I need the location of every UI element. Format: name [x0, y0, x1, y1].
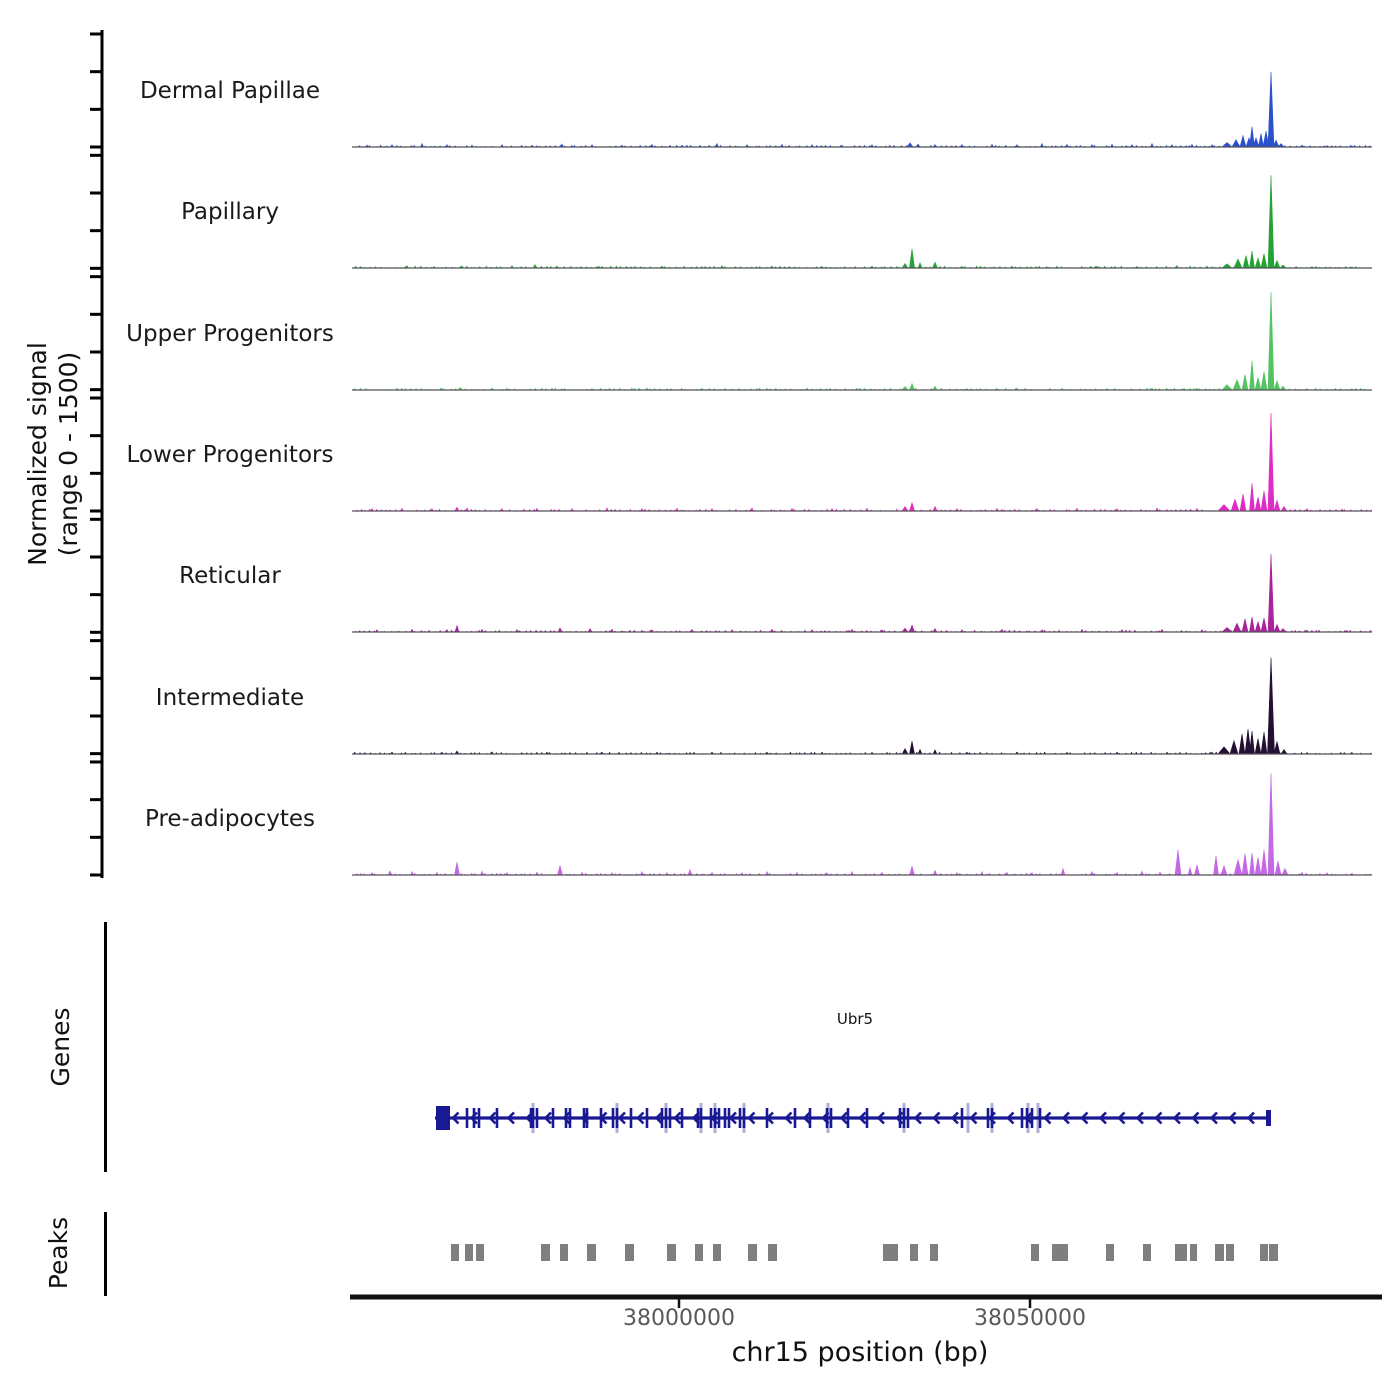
signal-y-axis [90, 30, 104, 878]
peak-block [1226, 1244, 1234, 1261]
peak-block [1175, 1244, 1187, 1261]
genes-axis-line [104, 922, 107, 1172]
peak-block [1031, 1244, 1039, 1261]
peak-block [1260, 1244, 1268, 1261]
signal-track-reticular [352, 554, 1372, 633]
peaks-section-label: Peaks [44, 1216, 73, 1290]
gene-name-label: Ubr5 [836, 1010, 874, 1028]
peaks-track [451, 1244, 1278, 1261]
peak-block [465, 1244, 473, 1261]
peak-block [891, 1244, 898, 1261]
peak-block [476, 1244, 484, 1261]
peak-block [713, 1244, 721, 1261]
peaks-axis-line [104, 1212, 107, 1296]
y-axis-label: Normalized signal (range 0 - 1500) [22, 244, 86, 664]
peak-block [1190, 1244, 1197, 1261]
peak-block [560, 1244, 568, 1261]
signal-track-papillary [352, 175, 1372, 269]
signal-track-lower-progenitors [352, 413, 1372, 512]
x-tick-label-38000000: 38000000 [623, 1306, 735, 1331]
peak-block [883, 1244, 891, 1261]
signal-track-intermediate [352, 657, 1372, 755]
peak-block [1215, 1244, 1224, 1261]
signal-track-pre-adipocytes [352, 773, 1372, 876]
gene-model-ubr5 [435, 1103, 1271, 1133]
x-tick-label-38050000: 38050000 [974, 1306, 1086, 1331]
track-label-upper-progenitors: Upper Progenitors [126, 320, 334, 347]
peak-block [1269, 1244, 1278, 1261]
signal-track-upper-progenitors [352, 291, 1372, 391]
peak-block [768, 1244, 777, 1261]
genes-section-label: Genes [46, 1007, 75, 1087]
track-label-reticular: Reticular [179, 563, 281, 590]
x-axis [350, 1294, 1382, 1308]
y-axis-label-line2: (range 0 - 1500) [54, 351, 83, 557]
peak-block [1106, 1244, 1114, 1261]
track-label-dermal-papillae: Dermal Papillae [139, 78, 321, 104]
peak-block [930, 1244, 938, 1261]
peak-block [451, 1244, 459, 1261]
track-label-papillary: Papillary [181, 199, 279, 226]
signal-track-dermal-papillae [352, 71, 1372, 148]
peak-block [1143, 1244, 1151, 1261]
peak-block [695, 1244, 703, 1261]
peak-block [748, 1244, 757, 1261]
peak-block [1052, 1244, 1060, 1261]
peak-block [910, 1244, 918, 1261]
peak-block [587, 1244, 596, 1261]
track-label-pre-adipocytes: Pre-adipocytes [144, 805, 316, 832]
track-label-intermediate: Intermediate [155, 684, 305, 711]
peak-block [625, 1244, 634, 1261]
peak-block [541, 1244, 550, 1261]
y-axis-label-line1: Normalized signal [23, 342, 52, 566]
peak-block [667, 1244, 676, 1261]
track-label-lower-progenitors: Lower Progenitors [126, 441, 334, 468]
x-axis-title: chr15 position (bp) [731, 1337, 989, 1368]
peak-block [1060, 1244, 1068, 1261]
